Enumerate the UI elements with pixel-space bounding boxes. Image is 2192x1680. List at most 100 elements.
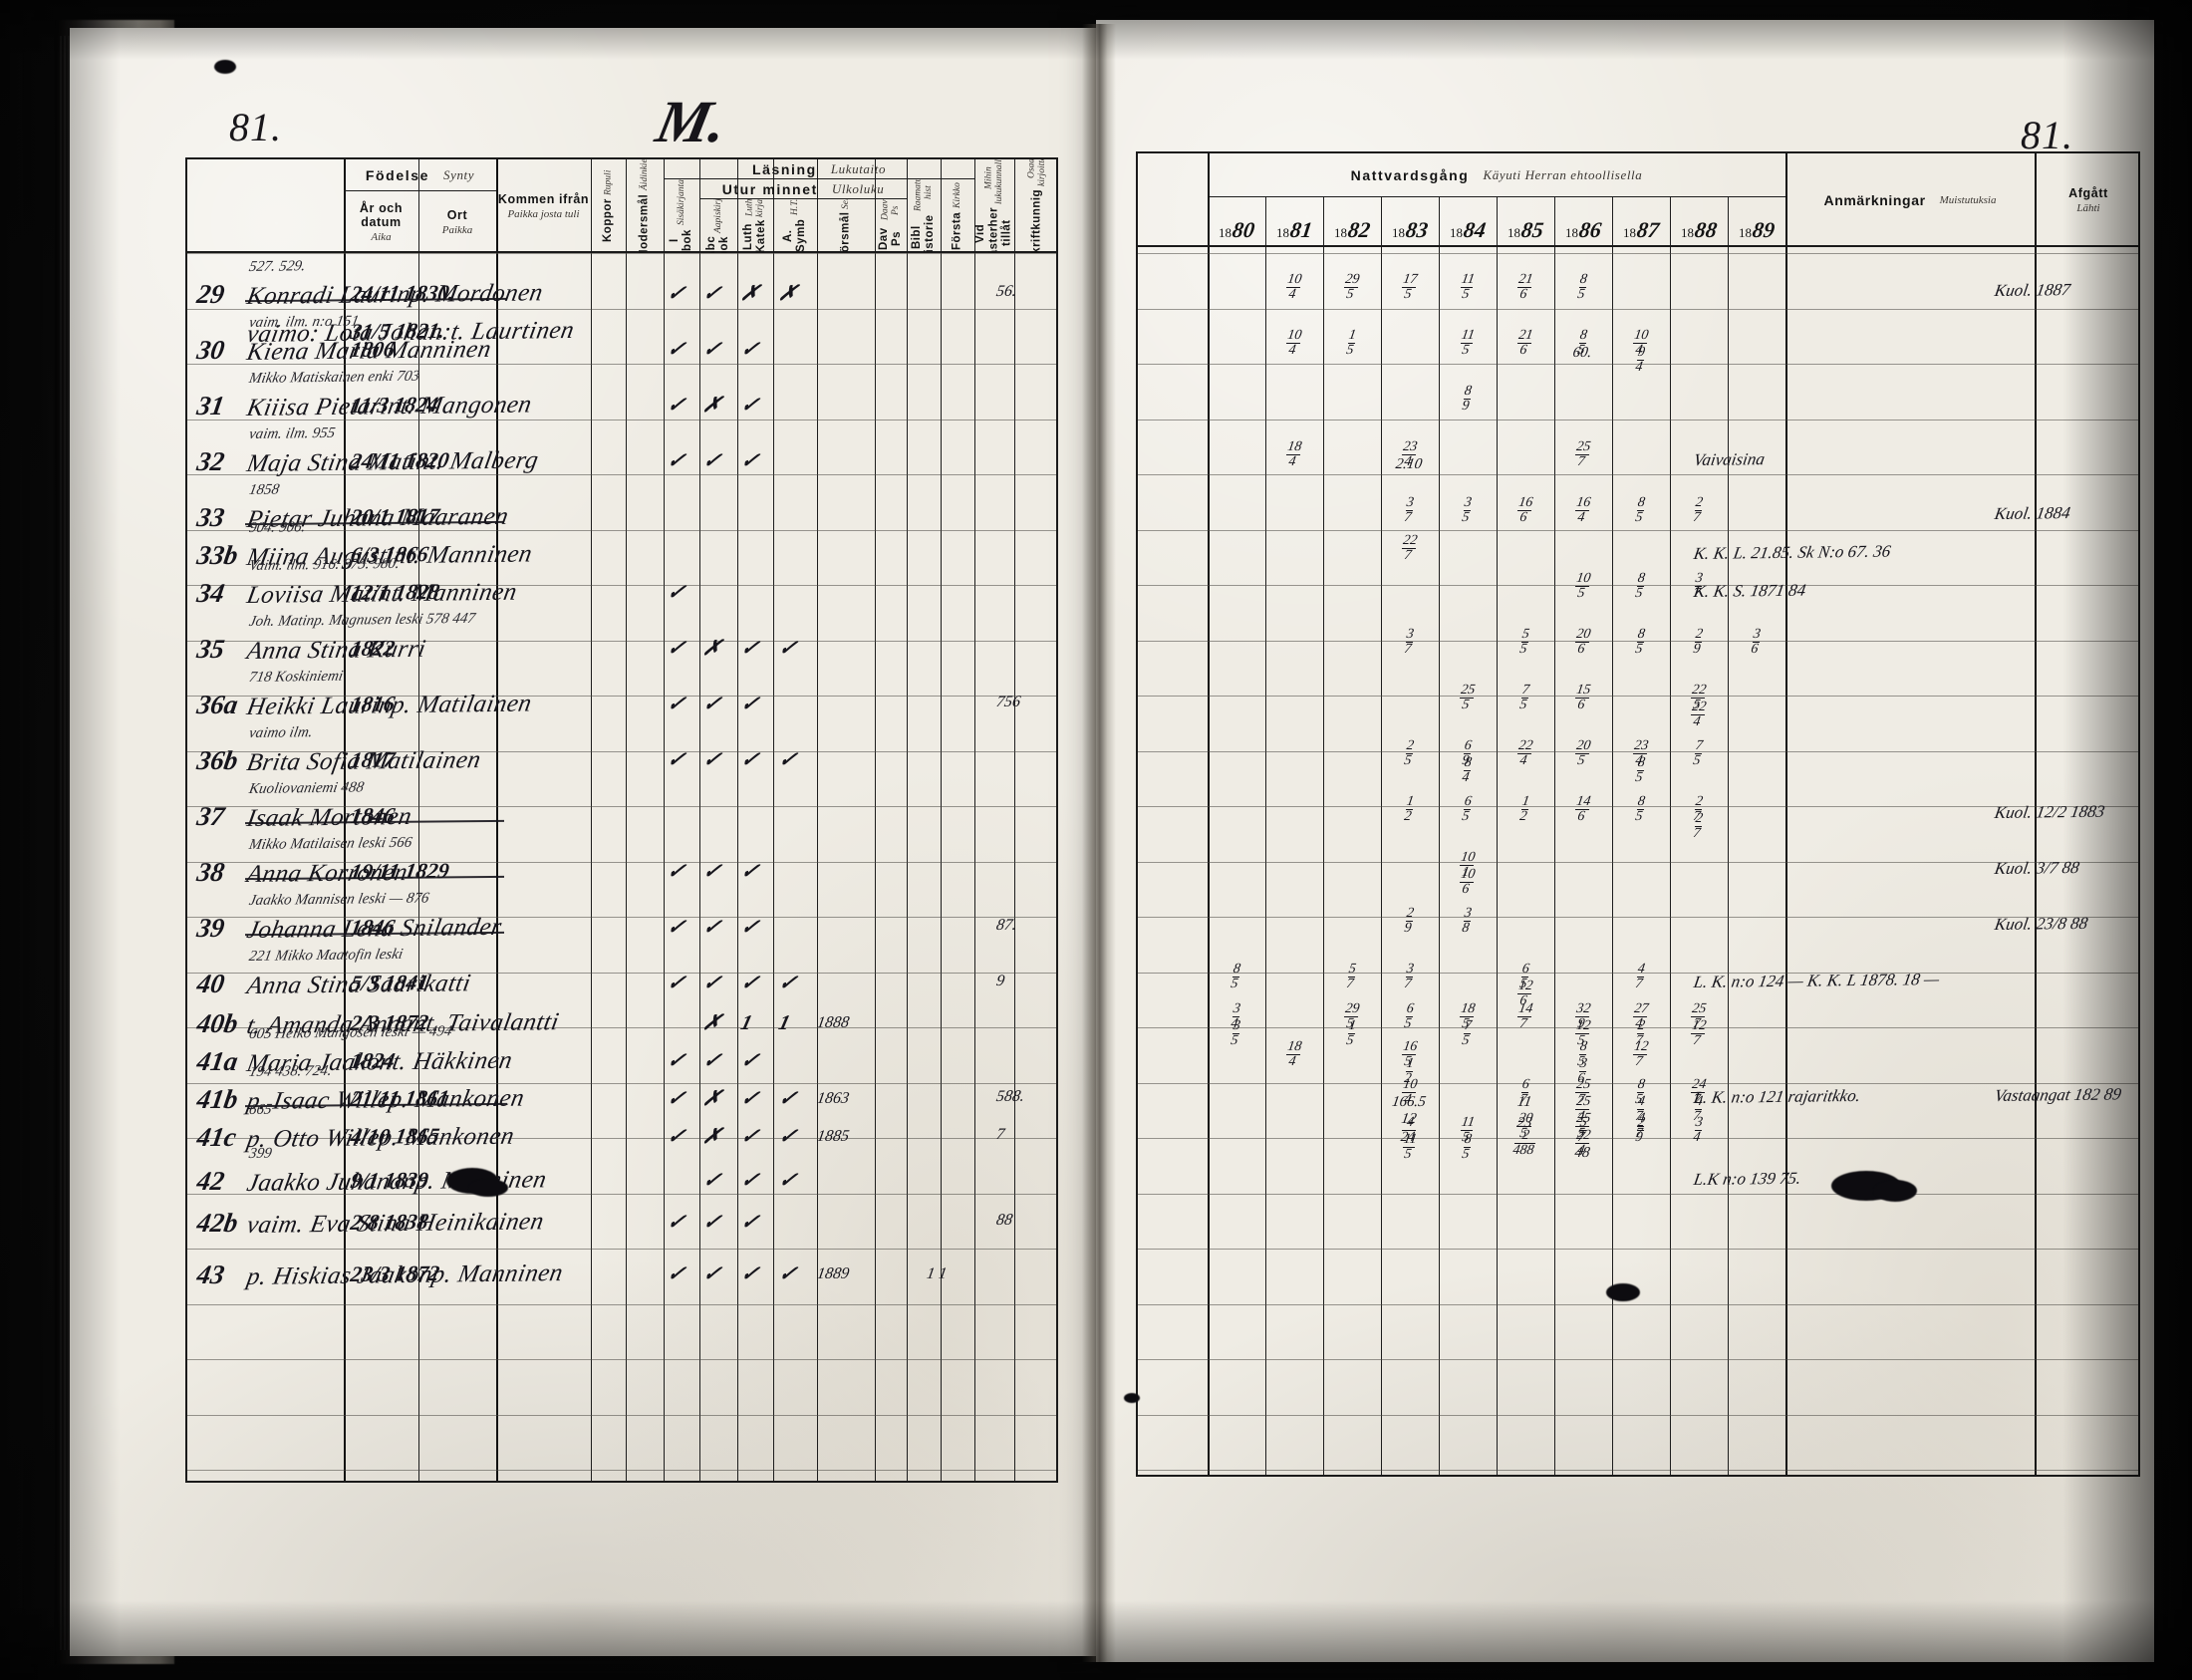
row-name-35: Anna Stina Kurri — [244, 635, 428, 665]
column-rule-body — [875, 253, 876, 1481]
year-digits-1888: 88 — [1693, 217, 1719, 242]
row-divider — [1138, 1249, 2138, 1250]
communion-mark-4-1885: 16 6 — [1499, 495, 1551, 525]
dav-ps-header-fi: Daav Ps — [880, 199, 901, 221]
row-divider — [1138, 1303, 2138, 1305]
communion-mark-3-1883: 2.10 — [1394, 456, 1424, 472]
communion-group-fi: Käyuti Herran ehtoollisella — [1483, 166, 1643, 182]
dav-ps-header-sv: Dav Ps — [877, 227, 903, 251]
communion-mark-16-1885: 11 — [1515, 1094, 1533, 1110]
row-birth-36b: 1817 — [349, 746, 398, 772]
row-birth-43: 23/3 1872 — [349, 1260, 441, 1286]
birth-place-header-fi: Paikka — [441, 223, 473, 236]
departed-33: Kuol. 1884 — [1993, 503, 2072, 523]
year-digits-1885: 85 — [1519, 217, 1545, 242]
row-above-note-31: Mikko Matiskainen enki 703 — [247, 368, 421, 387]
mother-tongue-header: Modersmål Äidinkieli — [626, 159, 664, 253]
communion-mark-9-1885: 22 4 — [1499, 738, 1551, 768]
smallpox-header-fi: Rupuli — [603, 169, 614, 196]
year-digits-1884: 84 — [1462, 217, 1488, 242]
row-birth-41b: 21/11 1861 — [349, 1084, 451, 1111]
column-rule — [1381, 197, 1382, 245]
row-divider — [1138, 1193, 2138, 1195]
birth-place-header-sv: Ort — [446, 208, 468, 223]
mother-tongue-header-sv: Modersmål — [638, 193, 651, 253]
year-century-1886: 18 — [1565, 225, 1578, 240]
row-birth-39: 1846 — [349, 914, 398, 940]
row-birth-33: 20/1 1817 — [349, 503, 441, 529]
from-memory-group-header: Utur minnet Ulkoluku — [699, 179, 907, 199]
smallpox-header-sv: Koppor — [601, 198, 614, 243]
birth-year-header: År och datum Aika — [344, 191, 418, 253]
row-number-31: 31 — [194, 391, 227, 420]
communion-mark-17-1883: 11 5 — [1383, 1132, 1436, 1162]
row-divider — [187, 1470, 1056, 1471]
column-rule-body — [626, 253, 627, 1481]
a-symb-header: A. Symb H.T. — [773, 199, 817, 253]
departed-41b: Vastaangat 182 89 — [1993, 1084, 2123, 1105]
year-century-1888: 18 — [1681, 225, 1694, 240]
column-rule — [1265, 197, 1266, 245]
row-above-note-29: 527. 529. — [247, 258, 307, 275]
departed-header: Afgått Lähti — [2035, 153, 2142, 247]
communion-mark-16-1883: 166.5 — [1390, 1094, 1428, 1110]
communion-mark-11-1884: 10 6 — [1441, 867, 1494, 897]
row-above-note-36a: 718 Koskiniemi — [247, 668, 345, 686]
row-number-43: 43 — [194, 1260, 227, 1289]
communion-mark-9-1886: 20 5 — [1556, 738, 1609, 768]
year-century-1887: 18 — [1623, 225, 1636, 240]
communion-mark-1-1884: 11 5 — [1441, 328, 1494, 358]
row-above-note-36b: vaimo ilm. — [247, 724, 315, 741]
left-table-header: Födelse Synty År och datum Aika Ort Paikka Kom… — [187, 159, 1056, 253]
row-number-32: 32 — [194, 446, 227, 476]
row-divider — [1138, 253, 2138, 254]
row-birth-41c: 4/10 1865 — [349, 1123, 441, 1149]
row-birth-35: 1822 — [349, 635, 398, 661]
sporsmal-40b: 1888 — [815, 1013, 851, 1031]
column-rule — [1208, 153, 1210, 245]
column-rule — [1554, 197, 1555, 245]
row-number-36b: 36b — [194, 745, 240, 775]
sporsmal-43: 1889 — [815, 1264, 851, 1282]
row-divider — [1138, 308, 2138, 310]
came-from-header-sv: Kommen ifrån — [497, 192, 590, 207]
birth-year-header-fi: Aika — [371, 230, 392, 243]
column-rule-body — [591, 253, 592, 1481]
communion-mark-0-1883: 17 5 — [1383, 272, 1436, 302]
vid-lasterner-header: Vid lästerher tillåt Mihin lukukunnallis — [974, 159, 1014, 253]
departed-38: Kuol. 3/7 88 — [1993, 857, 2081, 878]
smallpox-header: Koppor Rupuli — [591, 159, 626, 253]
communion-mark-17-1885: 23 — [1515, 1115, 1533, 1131]
remarks-32: Vaivaisina — [1692, 449, 1767, 469]
birth-group-header: Födelse Synty — [344, 159, 496, 191]
departed-37: Kuol. 12/2 1883 — [1993, 801, 2106, 822]
row-above-note-41c: 665 — [247, 1101, 274, 1118]
reading-group-header: Läsning Lukutaito — [664, 159, 974, 179]
row-number-34: 34 — [194, 578, 227, 608]
bibl-historie-header: Bibl historie Raamatun hist — [907, 179, 941, 253]
row-number-41b: 41b — [194, 1084, 240, 1114]
row-divider — [187, 1249, 1056, 1250]
communion-mark-1-1886: 60. — [1571, 345, 1593, 361]
row-above-note-40: 221 Mikko Maatofin leski — [247, 946, 405, 965]
